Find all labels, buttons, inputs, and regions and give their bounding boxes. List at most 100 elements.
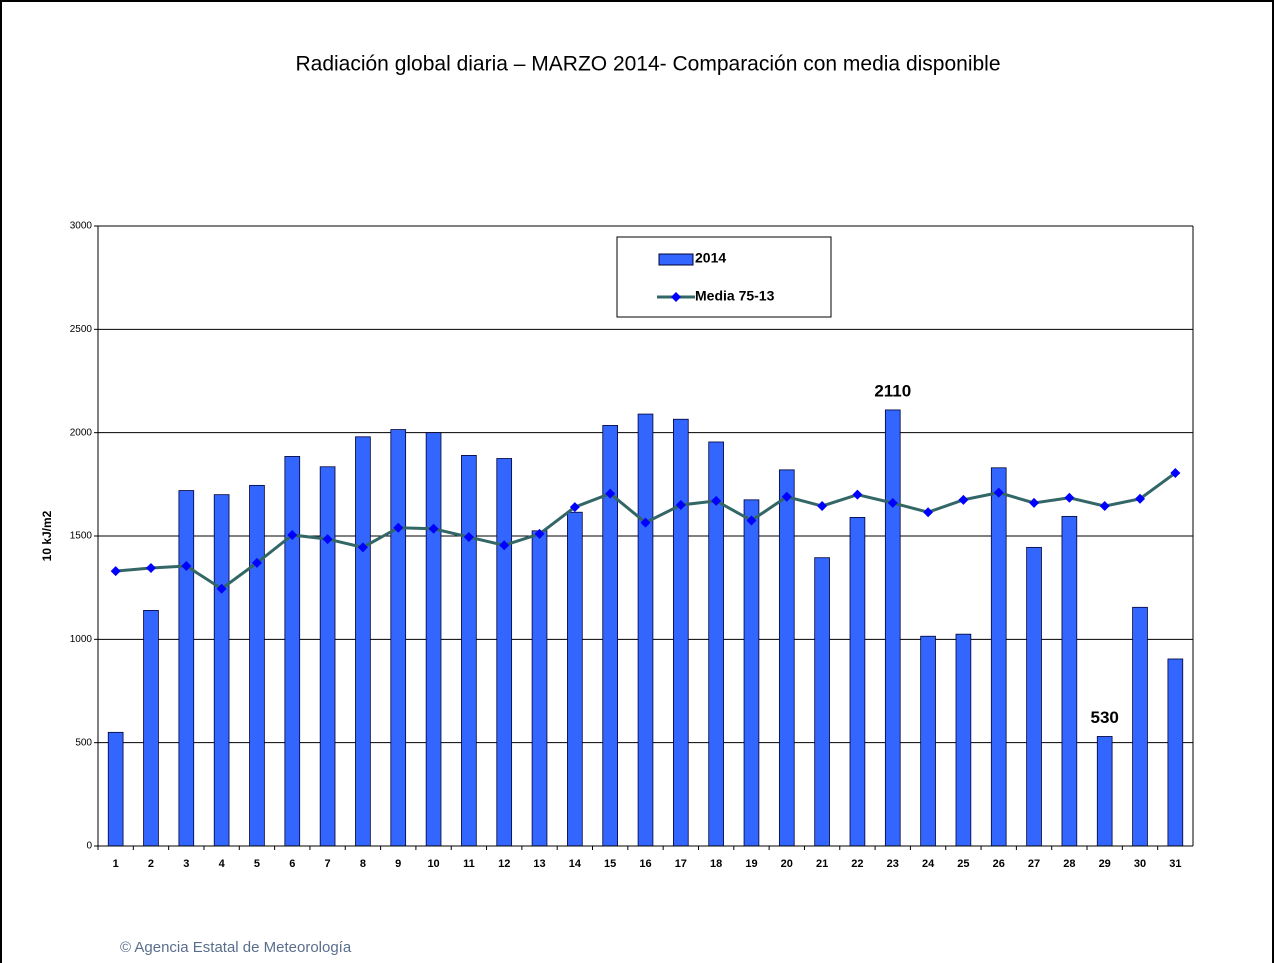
- x-tick-label: 17: [675, 858, 687, 870]
- x-tick-label: 13: [533, 858, 545, 870]
- bar: [1096, 736, 1113, 847]
- y-tick-label: 3000: [70, 221, 93, 232]
- marker: [216, 583, 227, 594]
- x-tick-label: 31: [1169, 858, 1181, 870]
- x-tick-label: 10: [427, 858, 439, 870]
- marker: [1170, 467, 1181, 478]
- marker: [357, 542, 368, 553]
- x-tick-label: 12: [498, 858, 510, 870]
- x-tick-label: 22: [851, 858, 863, 870]
- bar: [284, 456, 301, 847]
- x-tick-label: 19: [745, 858, 757, 870]
- y-tick-label: 2500: [70, 324, 93, 335]
- x-tick-label: 1: [113, 858, 119, 870]
- legend-label: Media 75-13: [695, 288, 775, 304]
- marker: [711, 495, 722, 506]
- marker: [852, 489, 863, 500]
- x-tick-label: 7: [325, 858, 331, 870]
- marker: [817, 501, 828, 512]
- y-tick-label: 1500: [70, 531, 93, 542]
- x-tick-label: 20: [781, 858, 793, 870]
- y-axis-label: 10 kJ/m2: [40, 510, 54, 561]
- legend-label: 2014: [695, 250, 726, 266]
- bar: [143, 610, 159, 847]
- legend-swatch: [658, 253, 694, 266]
- bar: [390, 429, 407, 847]
- bar: [1132, 606, 1148, 847]
- bar: [249, 484, 265, 847]
- bar: [461, 454, 477, 847]
- marker: [1064, 492, 1075, 503]
- bar: [884, 409, 901, 847]
- marker: [640, 517, 651, 528]
- marker: [1099, 501, 1110, 512]
- marker: [993, 487, 1004, 498]
- marker: [1135, 493, 1146, 504]
- y-tick-label: 1000: [70, 634, 93, 645]
- marker: [145, 563, 156, 574]
- x-tick-label: 18: [710, 858, 722, 870]
- bar: [990, 467, 1007, 847]
- bar: [920, 635, 936, 847]
- bar: [319, 466, 336, 847]
- x-tick-label: 2: [148, 858, 154, 870]
- x-tick-label: 25: [957, 858, 969, 870]
- marker: [569, 502, 580, 513]
- chart-title: Radiación global diaria – MARZO 2014- Co…: [295, 53, 1000, 76]
- x-tick-label: 24: [922, 858, 935, 870]
- y-tick-label: 500: [75, 737, 92, 748]
- marker: [923, 507, 934, 518]
- x-tick-label: 26: [993, 858, 1005, 870]
- legend-marker: [671, 292, 681, 302]
- data-label: 2110: [874, 381, 911, 400]
- marker: [181, 560, 192, 571]
- x-tick-label: 3: [183, 858, 189, 870]
- bar: [567, 511, 583, 847]
- marker: [463, 532, 474, 543]
- bar: [1061, 515, 1078, 847]
- marker: [958, 494, 969, 505]
- legend-box: [616, 236, 832, 318]
- x-tick-label: 28: [1063, 858, 1075, 870]
- bar: [355, 436, 371, 847]
- x-tick-label: 5: [254, 858, 260, 870]
- bar: [1026, 546, 1042, 847]
- marker: [322, 534, 333, 545]
- marker: [251, 557, 262, 568]
- footer: © Agencia Estatal de Meteorología: [120, 939, 352, 956]
- x-tick-label: 14: [569, 858, 582, 870]
- marker: [393, 522, 404, 533]
- marker: [110, 566, 121, 577]
- x-tick-label: 4: [219, 858, 226, 870]
- bar: [778, 469, 795, 847]
- x-tick-label: 8: [360, 858, 366, 870]
- marker: [287, 529, 298, 540]
- y-tick-label: 2000: [70, 427, 93, 438]
- bar: [673, 418, 689, 847]
- x-tick-label: 21: [816, 858, 828, 870]
- x-tick-label: 23: [887, 858, 899, 870]
- x-tick-label: 30: [1134, 858, 1146, 870]
- x-tick-label: 16: [639, 858, 651, 870]
- bar: [637, 413, 654, 847]
- marker: [1029, 497, 1040, 508]
- x-tick-label: 15: [604, 858, 616, 870]
- bar: [107, 731, 124, 847]
- marker: [428, 523, 439, 534]
- bar: [213, 494, 230, 847]
- marker: [887, 497, 898, 508]
- bar: [1167, 658, 1184, 847]
- marker: [746, 515, 757, 526]
- bar: [955, 633, 972, 847]
- data-label: 530: [1091, 708, 1119, 727]
- bar: [425, 432, 442, 847]
- x-tick-label: 11: [463, 858, 475, 870]
- bar: [743, 499, 760, 847]
- x-tick-label: 27: [1028, 858, 1040, 870]
- bar: [531, 530, 548, 847]
- marker: [605, 488, 616, 499]
- marker: [675, 500, 686, 510]
- bar: [814, 557, 830, 847]
